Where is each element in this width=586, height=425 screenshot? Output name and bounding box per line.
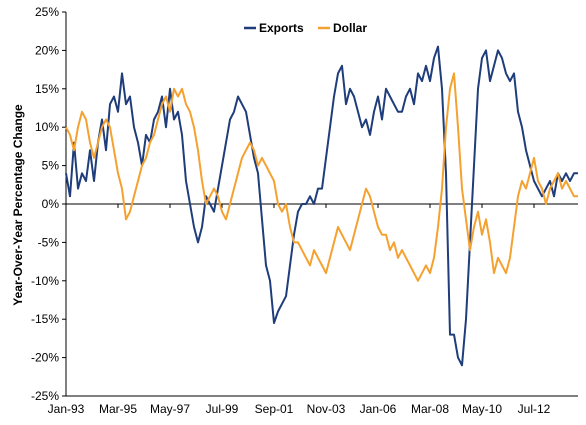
legend: Exports Dollar bbox=[244, 21, 367, 35]
x-tick-label: Mar-08 bbox=[411, 402, 449, 416]
y-tick-label: 15% bbox=[35, 82, 59, 96]
series-layer bbox=[65, 45, 578, 367]
series-line-exports bbox=[65, 45, 578, 367]
y-tick-label: 5% bbox=[42, 159, 60, 173]
x-tick-label: May-10 bbox=[462, 402, 502, 416]
y-tick-label: -10% bbox=[31, 274, 59, 288]
y-tick-label: 10% bbox=[35, 120, 59, 134]
y-tick-label: 25% bbox=[35, 5, 59, 19]
y-tick-labels: -25% -20% -15% -10% -5% 0% 5% 10% 15% 20% 25% bbox=[31, 5, 66, 403]
x-tick-label: Jan-93 bbox=[48, 402, 85, 416]
y-tick-label: -5% bbox=[38, 235, 60, 249]
x-tick-label: Jul-12 bbox=[518, 402, 551, 416]
x-tick-label: Sep-01 bbox=[255, 402, 294, 416]
x-tick-label: May-97 bbox=[150, 402, 190, 416]
y-tick-label: -15% bbox=[31, 312, 59, 326]
y-tick-label: -25% bbox=[31, 389, 59, 403]
y-tick-label: -20% bbox=[31, 351, 59, 365]
legend-label: Dollar bbox=[333, 21, 367, 35]
y-tick-label: 20% bbox=[35, 43, 59, 57]
y-tick-label: 0% bbox=[42, 197, 60, 211]
series-line-dollar bbox=[65, 72, 578, 282]
x-tick-label: Jan-06 bbox=[360, 402, 397, 416]
legend-label: Exports bbox=[259, 21, 304, 35]
y-axis-title: Year-Over-Year Percentage Change bbox=[11, 104, 25, 306]
x-tick-label: Jul-99 bbox=[206, 402, 239, 416]
x-tick-labels: Jan-93 Mar-95 May-97 Jul-99 Sep-01 Nov-03 Jan-… bbox=[48, 204, 551, 416]
x-tick-label: Mar-95 bbox=[99, 402, 137, 416]
x-tick-label: Nov-03 bbox=[307, 402, 346, 416]
